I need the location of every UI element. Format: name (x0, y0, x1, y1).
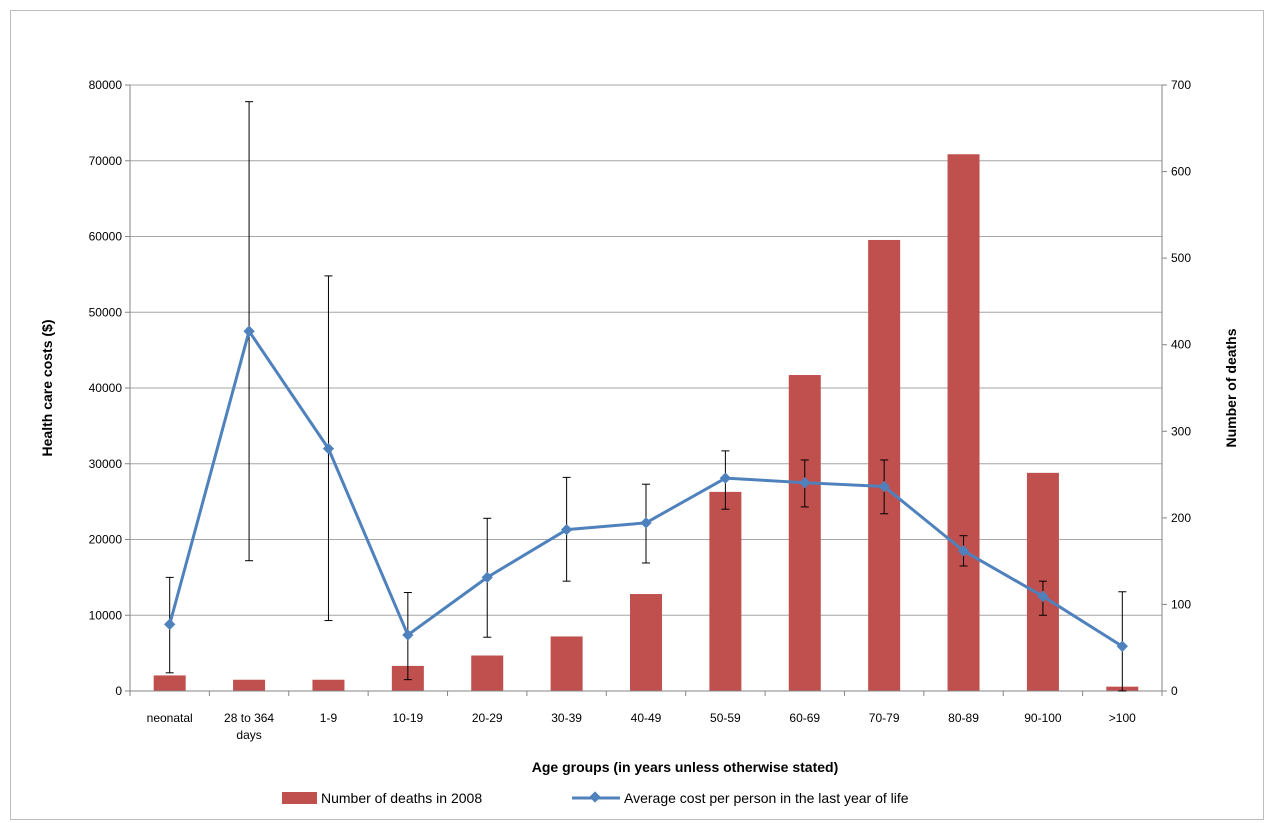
y-left-tick-label: 30000 (89, 457, 123, 471)
y-left-tick-label: 50000 (89, 305, 123, 319)
x-tick-label: 90-100 (1024, 711, 1062, 725)
line-cost (164, 325, 1128, 652)
bar-deaths (709, 491, 742, 691)
cost-point (957, 545, 970, 557)
y-right-tick-label: 600 (1171, 165, 1191, 179)
legend: Number of deaths in 2008 Average cost pe… (282, 790, 909, 806)
cost-point (1116, 640, 1128, 652)
bar-deaths (788, 375, 821, 691)
y-right-tick-label: 300 (1171, 424, 1191, 438)
bar-deaths (312, 679, 345, 691)
legend-label-cost: Average cost per person in the last year… (624, 790, 909, 806)
cost-point (481, 571, 493, 584)
bar-deaths (630, 594, 662, 691)
cost-point (799, 477, 811, 489)
bar-deaths (471, 655, 504, 691)
y-left-tick-label: 40000 (89, 381, 123, 395)
y-left-tick-label: 10000 (89, 608, 123, 622)
y-right-tick-label: 700 (1171, 78, 1191, 92)
legend-swatch-cost-marker (589, 791, 601, 803)
x-tick-label: 80-89 (948, 711, 979, 725)
bar-deaths (233, 679, 266, 691)
legend-label-deaths: Number of deaths in 2008 (321, 790, 482, 806)
x-tick-label: 20-29 (472, 711, 503, 725)
cost-point (402, 629, 414, 641)
y-left-tick-label: 20000 (89, 533, 123, 547)
x-tick-label: 1-9 (320, 711, 338, 725)
cost-point (560, 523, 573, 536)
y-axis-right-title: Number of deaths (1223, 328, 1239, 447)
x-tick-label: neonatal (147, 711, 193, 725)
x-axis-title: Age groups (in years unless otherwise st… (532, 759, 839, 775)
y-right-tick-label: 200 (1171, 511, 1191, 525)
gridlines (130, 84, 1162, 616)
bar-deaths (153, 675, 186, 691)
y-right-tick-label: 100 (1171, 597, 1191, 611)
x-tick-label: 40-49 (631, 711, 662, 725)
y-left-tick-label: 70000 (89, 154, 123, 168)
y-axis-left-title: Health care costs ($) (39, 320, 55, 457)
cost-point (322, 442, 335, 455)
axes (125, 84, 1167, 696)
x-tick-label: 28 to 364 (224, 711, 274, 725)
tick-labels: 0 10000 20000 30000 40000 50000 60000 70000 8000… (89, 78, 1192, 742)
x-tick-label: days (236, 728, 261, 742)
x-tick-label: 10-19 (392, 711, 423, 725)
bar-deaths (947, 154, 980, 691)
cost-point (1037, 590, 1049, 602)
y-left-tick-label: 60000 (89, 230, 123, 244)
cost-point (719, 472, 732, 484)
bars-deaths (153, 154, 1139, 691)
x-tick-label: 70-79 (869, 711, 900, 725)
cost-point (164, 618, 176, 630)
y-left-tick-label: 80000 (89, 78, 123, 92)
y-right-tick-label: 500 (1171, 251, 1191, 265)
cost-point (640, 517, 652, 529)
x-tick-label: >100 (1109, 711, 1136, 725)
x-tick-label: 30-39 (551, 711, 582, 725)
cost-point (878, 480, 890, 493)
bar-deaths (550, 636, 583, 691)
y-right-tick-label: 400 (1171, 338, 1191, 352)
legend-swatch-deaths (282, 792, 317, 804)
x-tick-label: 60-69 (789, 711, 820, 725)
cost-point (243, 325, 255, 337)
x-tick-label: 50-59 (710, 711, 741, 725)
y-right-tick-label: 0 (1171, 684, 1178, 698)
y-left-tick-label: 0 (115, 684, 122, 698)
